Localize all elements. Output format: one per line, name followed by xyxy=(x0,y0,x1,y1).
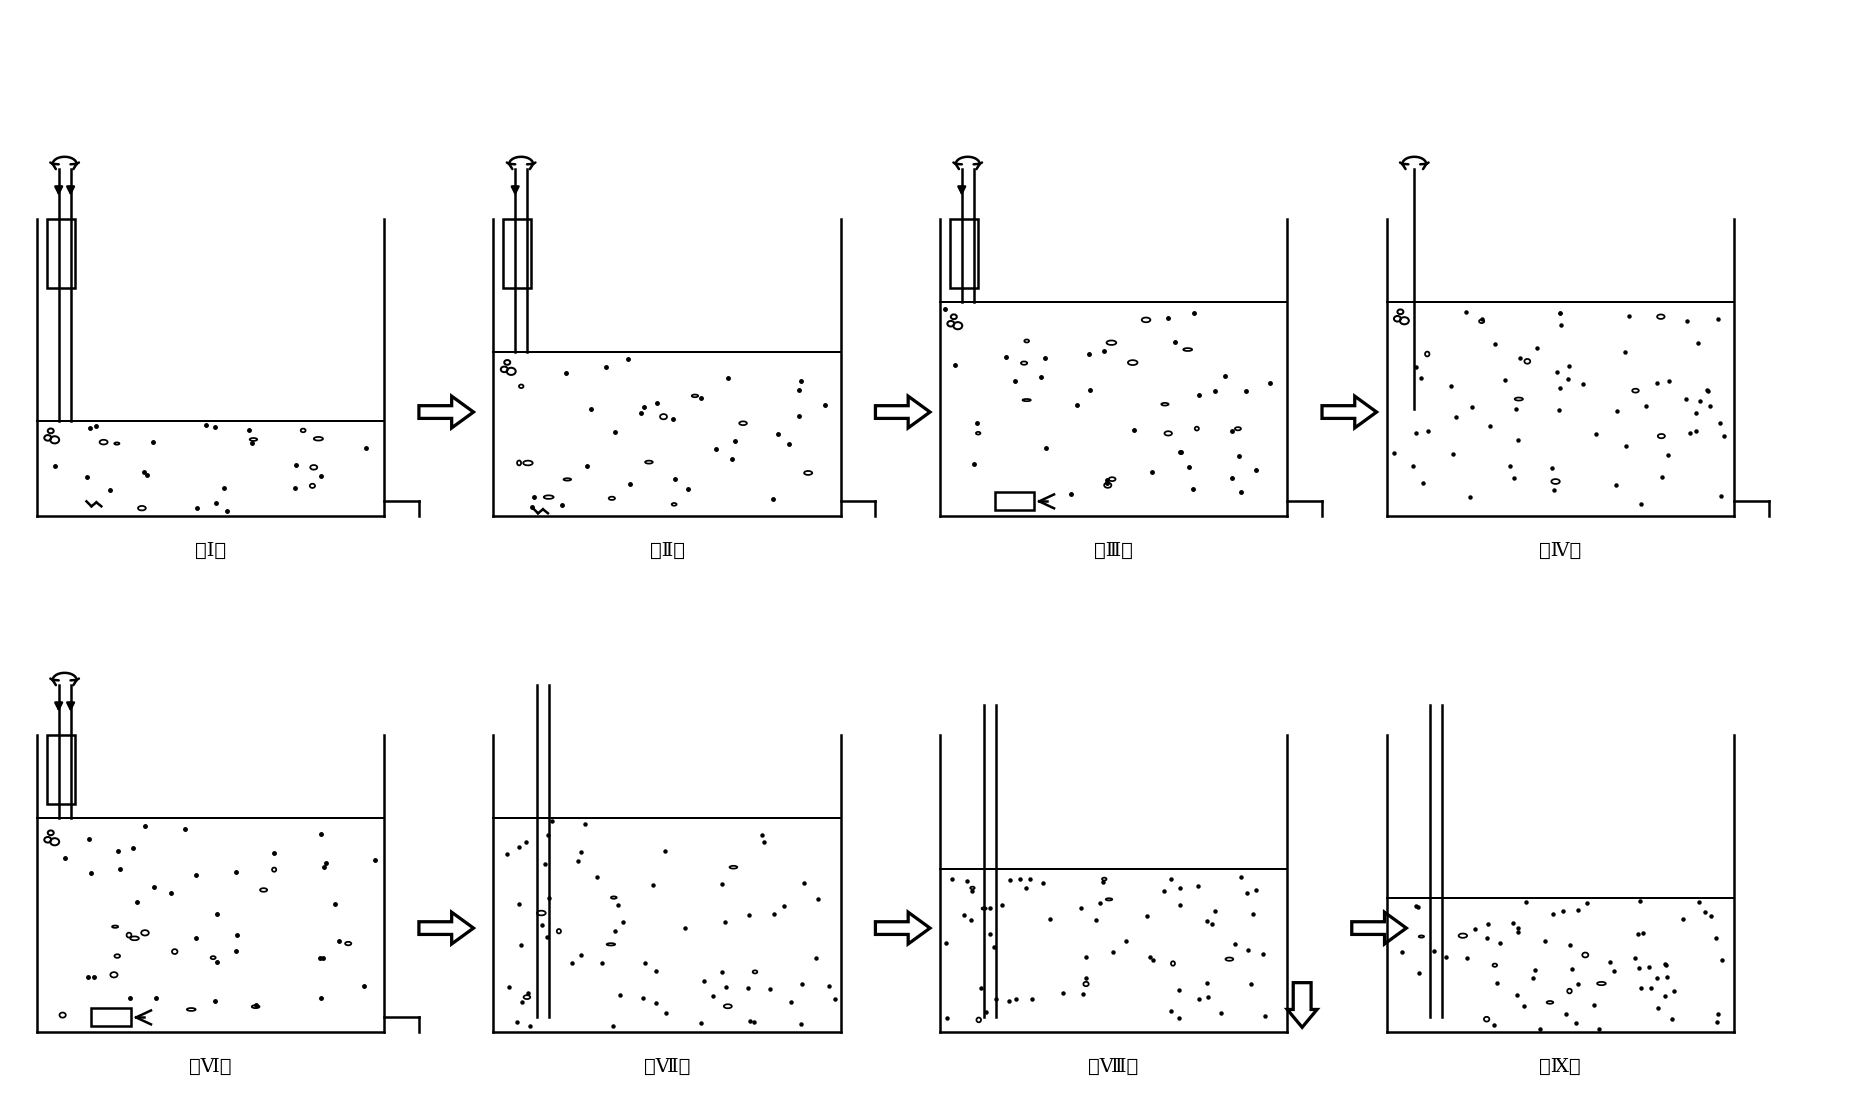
Text: （Ⅵ）: （Ⅵ） xyxy=(190,1058,233,1076)
Bar xyxy=(949,218,977,288)
Polygon shape xyxy=(875,396,930,427)
Text: （Ⅰ）: （Ⅰ） xyxy=(195,543,225,560)
Polygon shape xyxy=(1351,912,1407,944)
Bar xyxy=(47,218,74,288)
Bar xyxy=(994,492,1035,511)
Polygon shape xyxy=(419,396,473,427)
Text: （Ⅲ）: （Ⅲ） xyxy=(1094,543,1133,560)
Text: （Ⅱ）: （Ⅱ） xyxy=(649,543,685,560)
Bar xyxy=(502,218,530,288)
Text: （Ⅶ）: （Ⅶ） xyxy=(644,1058,690,1076)
Polygon shape xyxy=(875,912,930,944)
Polygon shape xyxy=(1321,396,1377,427)
Polygon shape xyxy=(419,912,473,944)
Polygon shape xyxy=(1288,983,1318,1027)
Bar xyxy=(91,1008,130,1026)
Text: （Ⅸ）: （Ⅸ） xyxy=(1539,1058,1582,1076)
Text: （Ⅷ）: （Ⅷ） xyxy=(1089,1058,1139,1076)
Bar xyxy=(47,734,74,804)
Text: （Ⅳ）: （Ⅳ） xyxy=(1539,543,1582,560)
